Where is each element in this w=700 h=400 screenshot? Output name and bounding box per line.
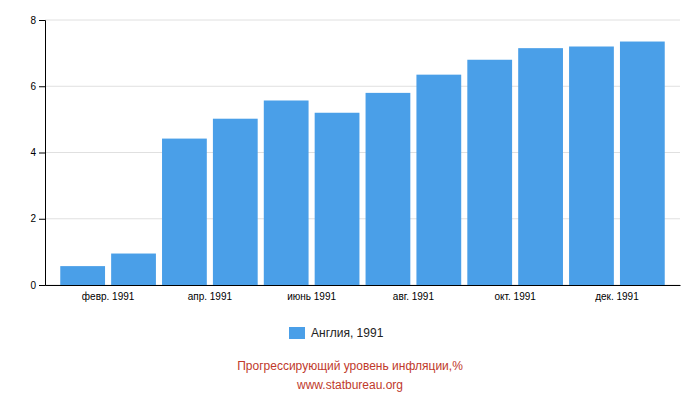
grid — [45, 20, 680, 285]
x-tick-label: февр. 1991 — [82, 291, 135, 302]
x-tick-label: дек. 1991 — [595, 291, 639, 302]
x-tick: авг. 1991 — [393, 291, 435, 302]
x-tick: окт. 1991 — [494, 291, 536, 302]
subtitle: www.statbureau.org — [296, 378, 403, 392]
x-tick-label: авг. 1991 — [393, 291, 435, 302]
grid-line — [45, 20, 680, 21]
y-axis: 0 2 4 6 8 — [30, 15, 45, 291]
bar — [213, 119, 258, 285]
bar — [315, 113, 360, 285]
y-tick-mark — [39, 285, 45, 286]
x-tick: февр. 1991 — [82, 291, 135, 302]
y-tick-mark — [39, 86, 45, 87]
bar — [60, 266, 105, 285]
bar — [111, 254, 156, 285]
bar — [467, 60, 512, 285]
x-tick-label: июнь 1991 — [287, 291, 336, 302]
y-tick-label: 8 — [30, 15, 36, 26]
y-tick-mark — [39, 153, 45, 154]
y-axis-line — [39, 21, 46, 286]
legend-swatch — [289, 327, 305, 339]
x-tick-label: апр. 1991 — [188, 291, 233, 302]
legend: Англия, 1991 — [289, 326, 384, 340]
x-tick-label: окт. 1991 — [494, 291, 536, 302]
bar — [569, 47, 614, 286]
bar — [620, 42, 665, 285]
legend-item: Англия, 1991 — [289, 326, 384, 340]
chart-container: 0 2 4 6 8 февр. 1991 апр. 1991 июнь 1991 авг. 19… — [0, 0, 700, 400]
bars — [60, 42, 664, 285]
y-tick-label: 2 — [30, 213, 36, 224]
x-axis: февр. 1991 апр. 1991 июнь 1991 авг. 1991 окт… — [46, 286, 681, 303]
bar — [416, 75, 461, 285]
legend-label: Англия, 1991 — [311, 326, 384, 340]
bar — [264, 100, 309, 285]
y-tick: 2 — [30, 213, 45, 224]
x-tick: апр. 1991 — [188, 291, 233, 302]
x-tick: дек. 1991 — [595, 291, 639, 302]
y-tick-label: 4 — [30, 147, 36, 158]
bar — [518, 48, 563, 285]
title: Прогрессирующий уровень инфляции,% — [237, 359, 463, 373]
chart-svg: 0 2 4 6 8 февр. 1991 апр. 1991 июнь 1991 авг. 19… — [0, 0, 700, 400]
y-tick: 8 — [30, 15, 45, 26]
y-tick-mark — [39, 20, 45, 21]
y-tick-label: 0 — [30, 280, 36, 291]
y-tick: 4 — [30, 147, 45, 158]
y-tick-label: 6 — [30, 81, 36, 92]
x-axis-line — [46, 285, 681, 286]
y-tick: 0 — [30, 280, 45, 291]
y-tick: 6 — [30, 81, 45, 92]
plot-area: 0 2 4 6 8 февр. 1991 апр. 1991 июнь 1991 авг. 19… — [30, 15, 680, 302]
y-tick-mark — [39, 219, 45, 220]
bar — [162, 139, 207, 285]
x-tick: июнь 1991 — [287, 291, 336, 302]
bar — [366, 93, 411, 285]
